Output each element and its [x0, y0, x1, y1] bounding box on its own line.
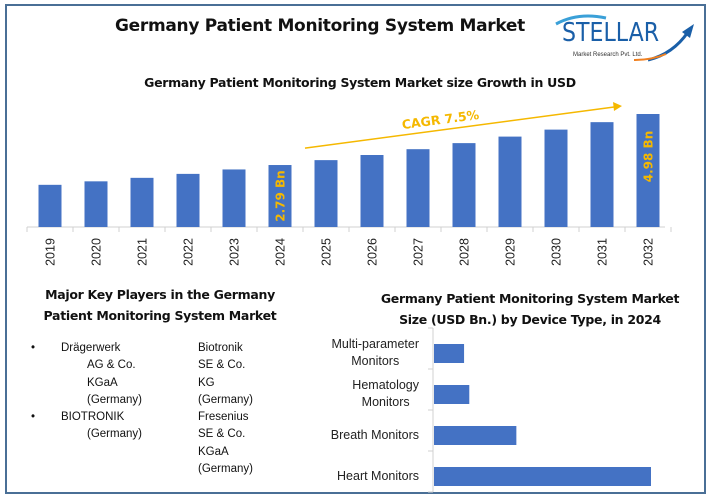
key-player-item: • BIOTRONIK (Germany): [31, 409, 193, 444]
x-tick-label: 2031: [596, 238, 610, 266]
device-label-line2: Monitors: [351, 354, 400, 368]
bar-2032: [636, 114, 660, 227]
bar-2025: [314, 160, 338, 227]
x-tick-label: 2023: [228, 238, 242, 266]
bar-2023: [222, 169, 246, 227]
key-players-title: Major Key Players in the Germany Patient…: [20, 284, 300, 326]
x-tick-label: 2025: [320, 238, 334, 266]
bar-2027: [406, 149, 430, 227]
x-tick-label: 2028: [458, 238, 472, 266]
key-player-name-line: (Germany): [198, 463, 253, 476]
device-category-label: Multi-parameter Monitors: [331, 336, 419, 371]
bar-2019: [38, 184, 62, 227]
key-player-name-line: AG & Co.: [87, 359, 136, 372]
x-tick-label: 2026: [366, 238, 380, 266]
x-tick-label: 2027: [412, 238, 426, 266]
key-player-name-line: Fresenius: [198, 411, 249, 424]
bullet-icon: •: [31, 411, 36, 424]
x-tick-label: 2024: [274, 238, 288, 266]
bar-2022: [176, 173, 200, 227]
cagr-arrow-line: [304, 106, 617, 149]
key-player-name-line: KGaA: [198, 445, 229, 458]
bar-2021: [130, 177, 154, 227]
device-label-line1: Hematology: [352, 377, 419, 392]
key-player-name-line: SE & Co.: [198, 428, 246, 441]
device-category-label: Hematology Monitors: [352, 377, 419, 412]
device-label-line1: Breath Monitors: [330, 427, 419, 442]
data-label-2024: 2.79 Bn: [274, 170, 288, 221]
logo-subtitle: Market Research Pvt. Ltd.: [573, 52, 643, 58]
x-tick-label: 2030: [550, 238, 564, 266]
device-bar-1: [434, 385, 470, 404]
bar-2029: [498, 136, 522, 227]
key-players-title-line1: Major Key Players in the Germany: [45, 287, 275, 302]
key-player-name-line: Drägerwerk: [61, 342, 121, 354]
x-tick-label: 2029: [504, 238, 518, 266]
key-player-item: • Drägerwerk AG & Co. KGaA (Germany): [31, 340, 193, 409]
cagr-arrow-head-icon: [613, 102, 622, 111]
device-bar-2: [434, 426, 517, 445]
bar-2026: [360, 155, 384, 227]
data-label-2032: 4.98 Bn: [642, 131, 656, 182]
device-category-label: Heart Monitors: [337, 468, 419, 486]
cagr-label: CAGR 7.5%: [401, 107, 481, 132]
x-tick-label: 2021: [136, 238, 150, 266]
bar-2028: [452, 143, 476, 227]
x-tick-label: 2022: [182, 238, 196, 266]
logo-brand: STELLAR: [562, 18, 660, 48]
key-players-column-2: Biotronik SE & Co. KG (Germany) Fresenius SE …: [198, 340, 298, 478]
growth-chart-title: Germany Patient Monitoring System Market…: [144, 75, 576, 90]
x-tick-label: 2020: [90, 238, 104, 266]
device-bar-0: [434, 344, 465, 363]
key-player-name-line: Biotronik: [198, 342, 243, 354]
key-player-name-line: SE & Co.: [198, 359, 246, 372]
page-title: Germany Patient Monitoring System Market: [114, 16, 525, 36]
bar-2030: [544, 129, 568, 227]
key-player-item: Biotronik SE & Co. KG (Germany): [198, 340, 298, 409]
key-player-item: Fresenius SE & Co. KGaA (Germany): [198, 409, 298, 478]
x-tick-label: 2019: [44, 238, 58, 266]
key-player-name-line: (Germany): [87, 393, 142, 406]
device-chart-title: Germany Patient Monitoring System Market…: [370, 288, 690, 330]
stellar-logo: STELLAR Market Research Pvt. Ltd.: [548, 10, 698, 65]
device-label-line2: Monitors: [361, 395, 410, 409]
device-bar-3: [434, 467, 651, 486]
device-chart-title-line1: Germany Patient Monitoring System Market: [380, 291, 680, 306]
chart-frame: [5, 4, 706, 494]
key-players-column-1: • Drägerwerk AG & Co. KGaA (Germany) • BIOTRON…: [31, 340, 193, 444]
key-player-name-line: (Germany): [198, 393, 253, 406]
bar-2020: [84, 181, 108, 227]
rising-arrow-icon: [555, 14, 694, 62]
key-player-name-line: BIOTRONIK: [61, 411, 125, 424]
key-player-name-line: (Germany): [87, 428, 142, 441]
device-chart-title-line2: Size (USD Bn.) by Device Type, in 2024: [399, 312, 661, 327]
bar-2024: [268, 165, 292, 227]
device-category-label: Breath Monitors: [331, 427, 419, 445]
device-label-line1: Multi-parameter: [331, 336, 419, 351]
key-player-name-line: KGaA: [87, 376, 118, 389]
device-label-line1: Heart Monitors: [337, 468, 419, 483]
key-players-title-line2: Patient Monitoring System Market: [43, 308, 277, 323]
x-tick-label: 2032: [642, 238, 656, 266]
bar-2031: [590, 122, 614, 227]
bullet-icon: •: [31, 342, 36, 354]
key-player-name-line: KG: [198, 376, 215, 389]
